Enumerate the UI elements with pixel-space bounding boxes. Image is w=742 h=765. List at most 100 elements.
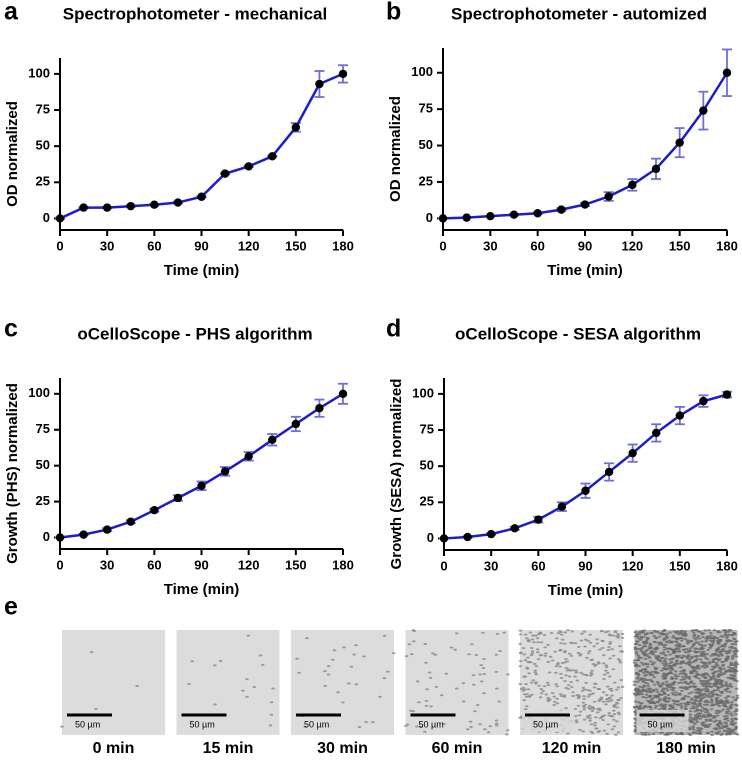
cell [702, 682, 706, 685]
cell [725, 690, 729, 693]
cell [559, 672, 563, 675]
data-point [509, 210, 519, 219]
cell [694, 651, 698, 654]
cell [461, 682, 466, 685]
cell [724, 725, 728, 728]
cell [653, 666, 657, 669]
x-axis-label: Time (min) [548, 582, 624, 599]
y-tick-label: 100 [28, 385, 50, 400]
cell [431, 652, 435, 655]
cell [731, 696, 735, 699]
cell [699, 682, 704, 685]
cell [649, 690, 653, 693]
cell [703, 711, 708, 714]
y-tick-label: 0 [426, 210, 433, 225]
y-tick-label: 75 [36, 101, 50, 116]
cell [734, 713, 738, 716]
cell [634, 652, 639, 655]
cell [709, 632, 713, 635]
data-point [533, 209, 542, 218]
cell [539, 692, 544, 695]
data-point [628, 448, 637, 458]
cell [584, 681, 588, 684]
data-point [604, 192, 613, 201]
cell [592, 686, 597, 689]
cell [555, 702, 560, 705]
y-tick-label: 75 [419, 101, 433, 116]
cell [641, 641, 646, 644]
cell [645, 654, 649, 657]
cell [694, 691, 698, 694]
cell [498, 649, 502, 652]
cell [407, 643, 412, 646]
cell [643, 733, 648, 736]
cell [720, 684, 725, 687]
cell [584, 673, 589, 676]
cell [415, 725, 419, 728]
cell [665, 636, 670, 639]
cell [695, 654, 700, 657]
cell [258, 654, 263, 657]
cell [640, 686, 645, 689]
cell [687, 685, 692, 688]
cell [647, 656, 652, 659]
cell [454, 687, 459, 690]
cell [582, 708, 587, 711]
cell [659, 642, 664, 645]
cell [713, 679, 718, 682]
cell [444, 672, 449, 675]
cell [716, 689, 720, 692]
cell [655, 681, 660, 684]
cell [636, 637, 641, 640]
cell [698, 709, 703, 712]
cell [683, 676, 688, 679]
cell [697, 643, 702, 646]
cell [323, 670, 327, 673]
cell [478, 723, 482, 726]
cell [715, 694, 720, 697]
cell [482, 692, 486, 695]
cell [674, 647, 679, 650]
cell [612, 725, 617, 728]
cell [260, 663, 265, 666]
cell [638, 704, 643, 707]
cell [558, 630, 562, 633]
cell [704, 718, 709, 721]
cell [589, 723, 594, 726]
cell [667, 697, 672, 700]
cell [586, 652, 591, 655]
chart-title: oCelloScope - SESA algorithm [455, 324, 701, 343]
cell [698, 717, 703, 720]
cell [652, 640, 657, 643]
cell [667, 639, 672, 642]
cell [718, 673, 723, 676]
y-tick-label: 50 [36, 457, 50, 472]
cell [682, 632, 687, 635]
cell [735, 640, 739, 643]
cell [636, 659, 641, 662]
cell [695, 732, 700, 735]
cell [686, 677, 691, 680]
cell [525, 637, 529, 640]
cell [703, 692, 707, 695]
cell [410, 653, 414, 656]
cell [564, 674, 568, 677]
cell [660, 705, 665, 708]
cell [592, 700, 597, 703]
cell [702, 652, 707, 655]
data-point [675, 138, 684, 147]
cell [567, 675, 572, 678]
cell [598, 717, 603, 720]
data-point [102, 203, 112, 212]
data-point [699, 106, 708, 115]
cell [671, 699, 676, 702]
scale-label: 50 µm [648, 719, 673, 729]
cell [471, 683, 476, 686]
cell [577, 645, 581, 648]
x-tick-label: 180 [332, 557, 354, 572]
cell [683, 705, 688, 708]
cell [722, 645, 727, 648]
cell [713, 677, 717, 680]
cell [693, 659, 697, 662]
cell [705, 635, 710, 638]
